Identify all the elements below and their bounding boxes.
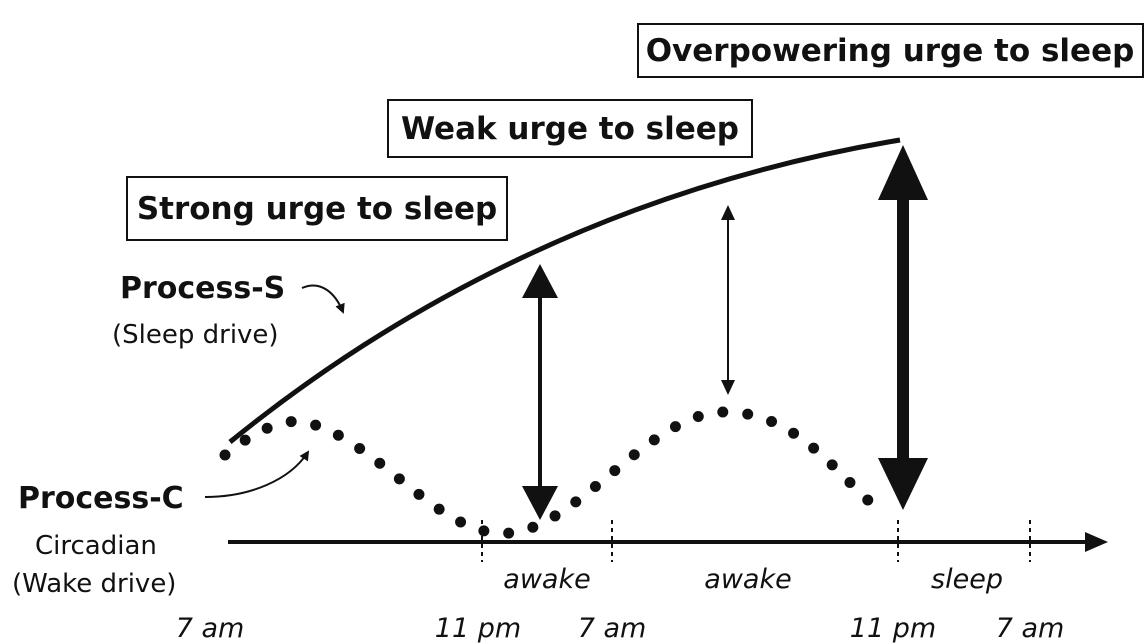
pointer-arrow [204, 450, 310, 498]
process-s-description: (Sleep drive) [112, 320, 279, 350]
process-c-line: Circadian [35, 531, 157, 561]
box [126, 176, 508, 241]
time-label: 7 am [176, 613, 245, 644]
phase-label: awake [503, 564, 590, 595]
phase-label: sleep [931, 564, 1003, 595]
pointer-arrow [301, 284, 345, 314]
double-arrow [721, 205, 735, 395]
double-arrow [878, 145, 928, 510]
process-s-name: Process-S [120, 271, 285, 306]
axis-arrowhead [1085, 532, 1108, 552]
process-c-name: Process-C [18, 481, 184, 516]
box-label: Overpowering urge to sleep [646, 33, 1135, 69]
process-s-curve [228, 137, 901, 444]
box-label: Weak urge to sleep [401, 111, 739, 147]
time-label: 7 am [996, 613, 1065, 644]
box [637, 23, 1144, 78]
box-label: Strong urge to sleep [137, 191, 497, 227]
double-arrow [522, 264, 558, 520]
box [387, 99, 753, 158]
process-c-line: (Wake drive) [12, 569, 176, 599]
time-label: 11 pm [850, 613, 936, 644]
axis-ticks [481, 520, 1031, 562]
process-c-curve [219, 406, 891, 539]
time-label: 11 pm [435, 613, 521, 644]
phase-label: awake [704, 564, 791, 595]
time-label: 7 am [578, 613, 647, 644]
